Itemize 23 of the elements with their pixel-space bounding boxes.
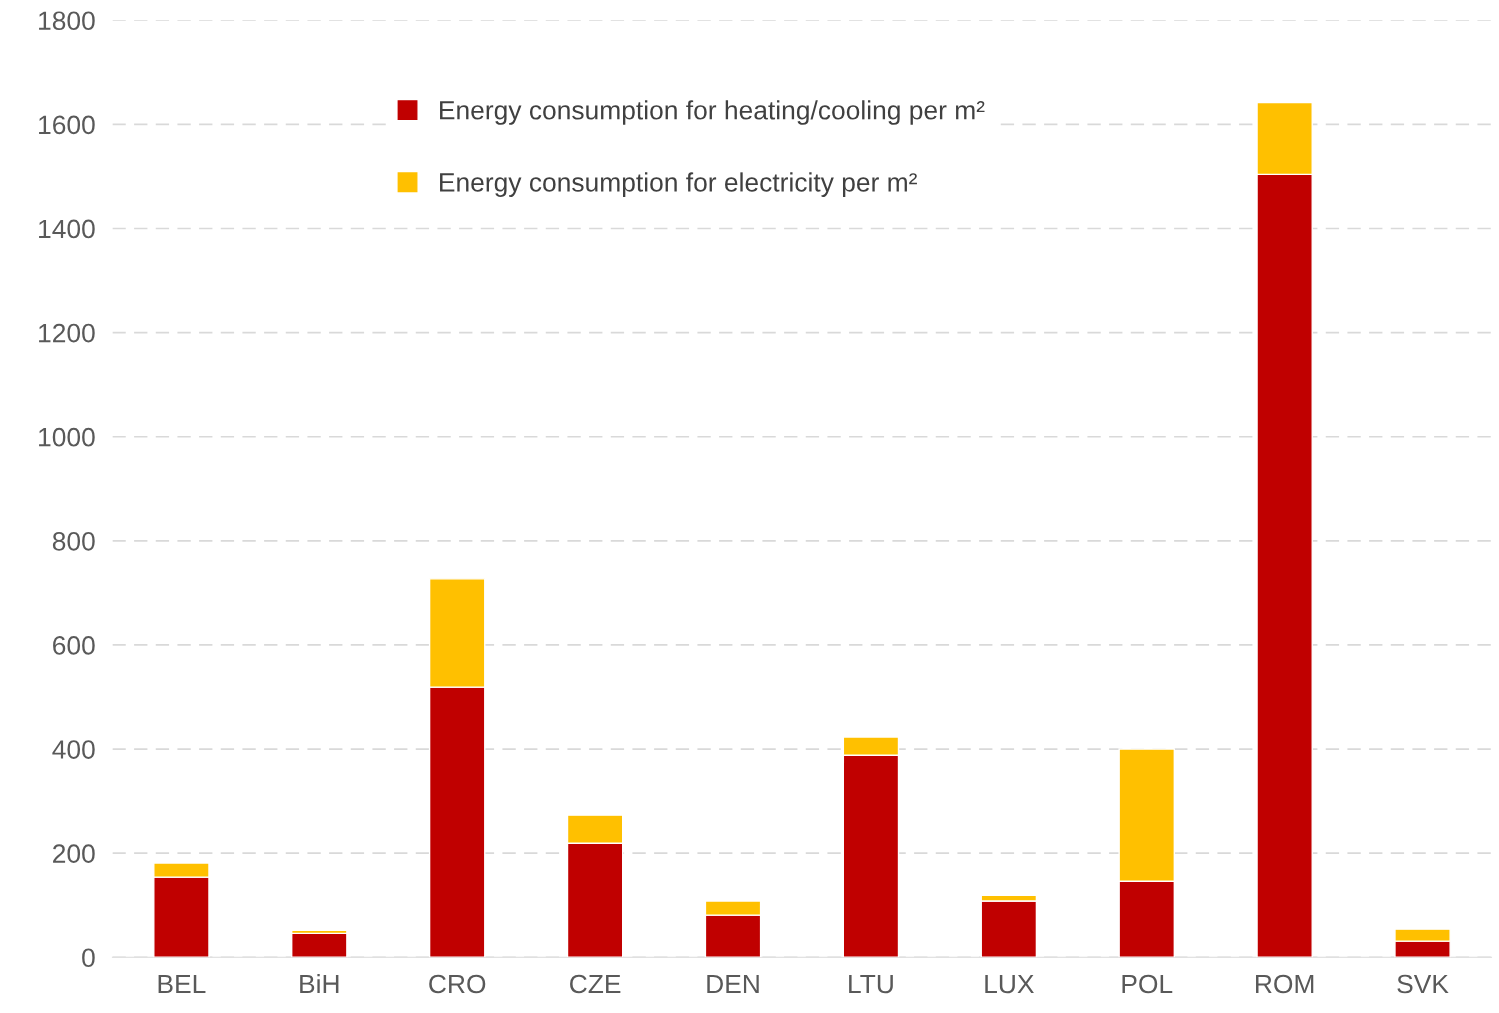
y-tick-label: 1400 <box>39 219 95 239</box>
x-tick-label: LTU <box>849 974 893 994</box>
x-tick-label: LUX <box>985 974 1034 994</box>
x-tick-label: CZE <box>570 974 621 994</box>
x-tick-label: POL <box>1122 974 1173 994</box>
bar <box>291 932 348 958</box>
x-tick-label: SVK <box>1397 974 1449 994</box>
y-tick-label: 1000 <box>39 427 95 447</box>
legend-label: Energy consumption for heating/cooling per m² <box>440 100 985 125</box>
y-tick-label: 1800 <box>39 11 95 31</box>
x-tick-label: BiH <box>300 973 339 994</box>
y-tick-label: 0 <box>82 948 95 968</box>
y-tick-label: 1600 <box>39 115 95 135</box>
x-tick-label: BEL <box>158 974 206 994</box>
y-tick-label: 1200 <box>39 323 95 343</box>
y-tick-label: 800 <box>52 531 95 551</box>
y-tick-label: 600 <box>53 636 95 655</box>
y-tick-label: 400 <box>52 740 95 759</box>
x-tick-label: ROM <box>1256 974 1314 994</box>
x-tick-label: CRO <box>429 974 486 994</box>
legend-label: Energy consumption for electricity per m² <box>440 172 917 197</box>
x-tick-label: DEN <box>707 974 759 994</box>
y-tick-label: 200 <box>53 844 95 863</box>
